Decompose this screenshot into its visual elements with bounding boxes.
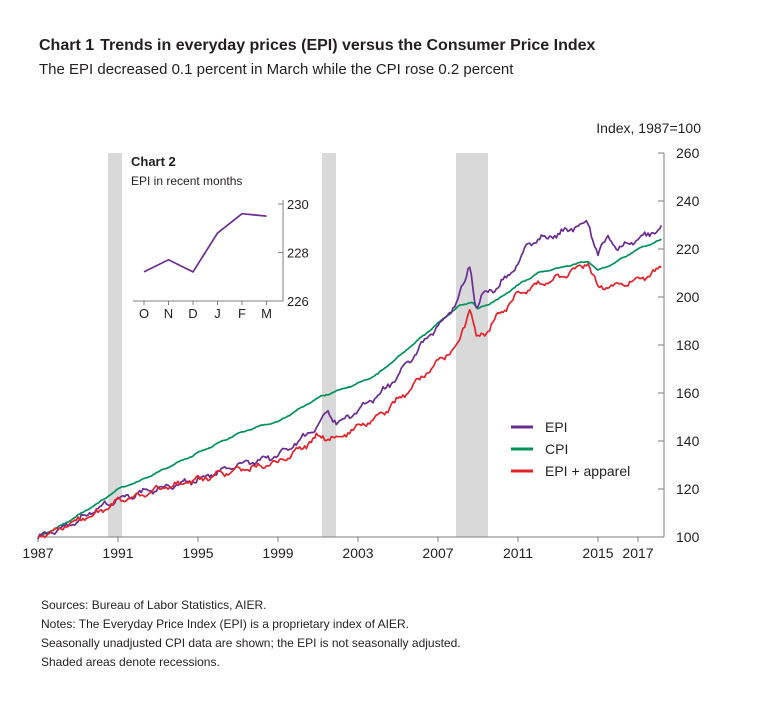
main-plot: 100 120 140 160 180 200 220 240 260 Index, 1987=1…: [22, 120, 701, 561]
recession-band-3: [456, 153, 488, 537]
note-recessions: Shaded areas denote recessions.: [41, 655, 220, 669]
legend-label: EPI: [545, 419, 568, 435]
y-tick-label: 100: [676, 529, 700, 545]
series-line-cpi: [37, 238, 662, 538]
y-tick-label: 120: [676, 481, 700, 497]
x-tick-label: 2017: [622, 545, 653, 561]
inset-x-tick-label: M: [261, 306, 272, 321]
y-tick-label: 140: [676, 433, 700, 449]
inset-x-tick-label: D: [188, 306, 197, 321]
inset-x-tick-label: N: [164, 306, 173, 321]
y-tick-label: 180: [676, 337, 700, 353]
chart-subtitle: The EPI decreased 0.1 percent in March w…: [39, 61, 514, 78]
x-tick-label: 2015: [582, 545, 613, 561]
x-tick-label: 2007: [422, 545, 453, 561]
recession-band-2: [322, 153, 336, 537]
inset-x-tick-label: F: [238, 306, 246, 321]
note-seasonality: Seasonally unadjusted CPI data are shown…: [41, 636, 461, 650]
inset-subtitle: EPI in recent months: [131, 174, 242, 188]
recession-band-1: [108, 153, 122, 537]
inset-y-tick-label: 226: [287, 294, 309, 309]
notes-block: Sources: Bureau of Labor Statistics, AIE…: [41, 596, 461, 672]
y-tick-label: 160: [676, 385, 700, 401]
x-tick-label: 2003: [342, 545, 373, 561]
series-line-epi: [37, 219, 663, 540]
inset-y-tick-label: 230: [287, 197, 309, 212]
y-tick-label: 260: [676, 145, 700, 161]
inset-y-tick-label: 228: [287, 246, 309, 261]
x-tick-label: 1999: [262, 545, 293, 561]
inset-title: Chart 2: [131, 154, 176, 169]
inset-x-tick-label: J: [214, 306, 221, 321]
y-axis-label: Index, 1987=100: [596, 120, 701, 136]
x-tick-label: 2011: [503, 545, 533, 561]
inset-series-line-epi: [143, 212, 267, 274]
title-line: Chart 1 Trends in everyday prices (EPI) v…: [39, 37, 595, 55]
x-tick-label: 1995: [182, 545, 213, 561]
series-line-epi-apparel: [37, 263, 662, 539]
inset-plot: Chart 2 EPI in recent months 226 228 230 O N D J…: [131, 154, 309, 321]
note-definition: Notes: The Everyday Price Index (EPI) is…: [41, 617, 409, 631]
chart-title: Trends in everyday prices (EPI) versus t…: [100, 37, 596, 54]
note-sources: Sources: Bureau of Labor Statistics, AIE…: [41, 598, 267, 612]
chart-header: Chart 1 Trends in everyday prices (EPI) v…: [39, 37, 595, 78]
inset-x-tick-label: O: [139, 306, 149, 321]
legend-label: CPI: [545, 441, 568, 457]
chart-number-label: Chart 1: [39, 37, 95, 54]
x-tick-label: 1991: [102, 545, 133, 561]
y-tick-label: 240: [676, 193, 700, 209]
legend-label: EPI + apparel: [545, 463, 630, 479]
y-tick-label: 220: [676, 241, 700, 257]
y-tick-label: 200: [676, 289, 700, 305]
x-tick-label: 1987: [22, 545, 53, 561]
